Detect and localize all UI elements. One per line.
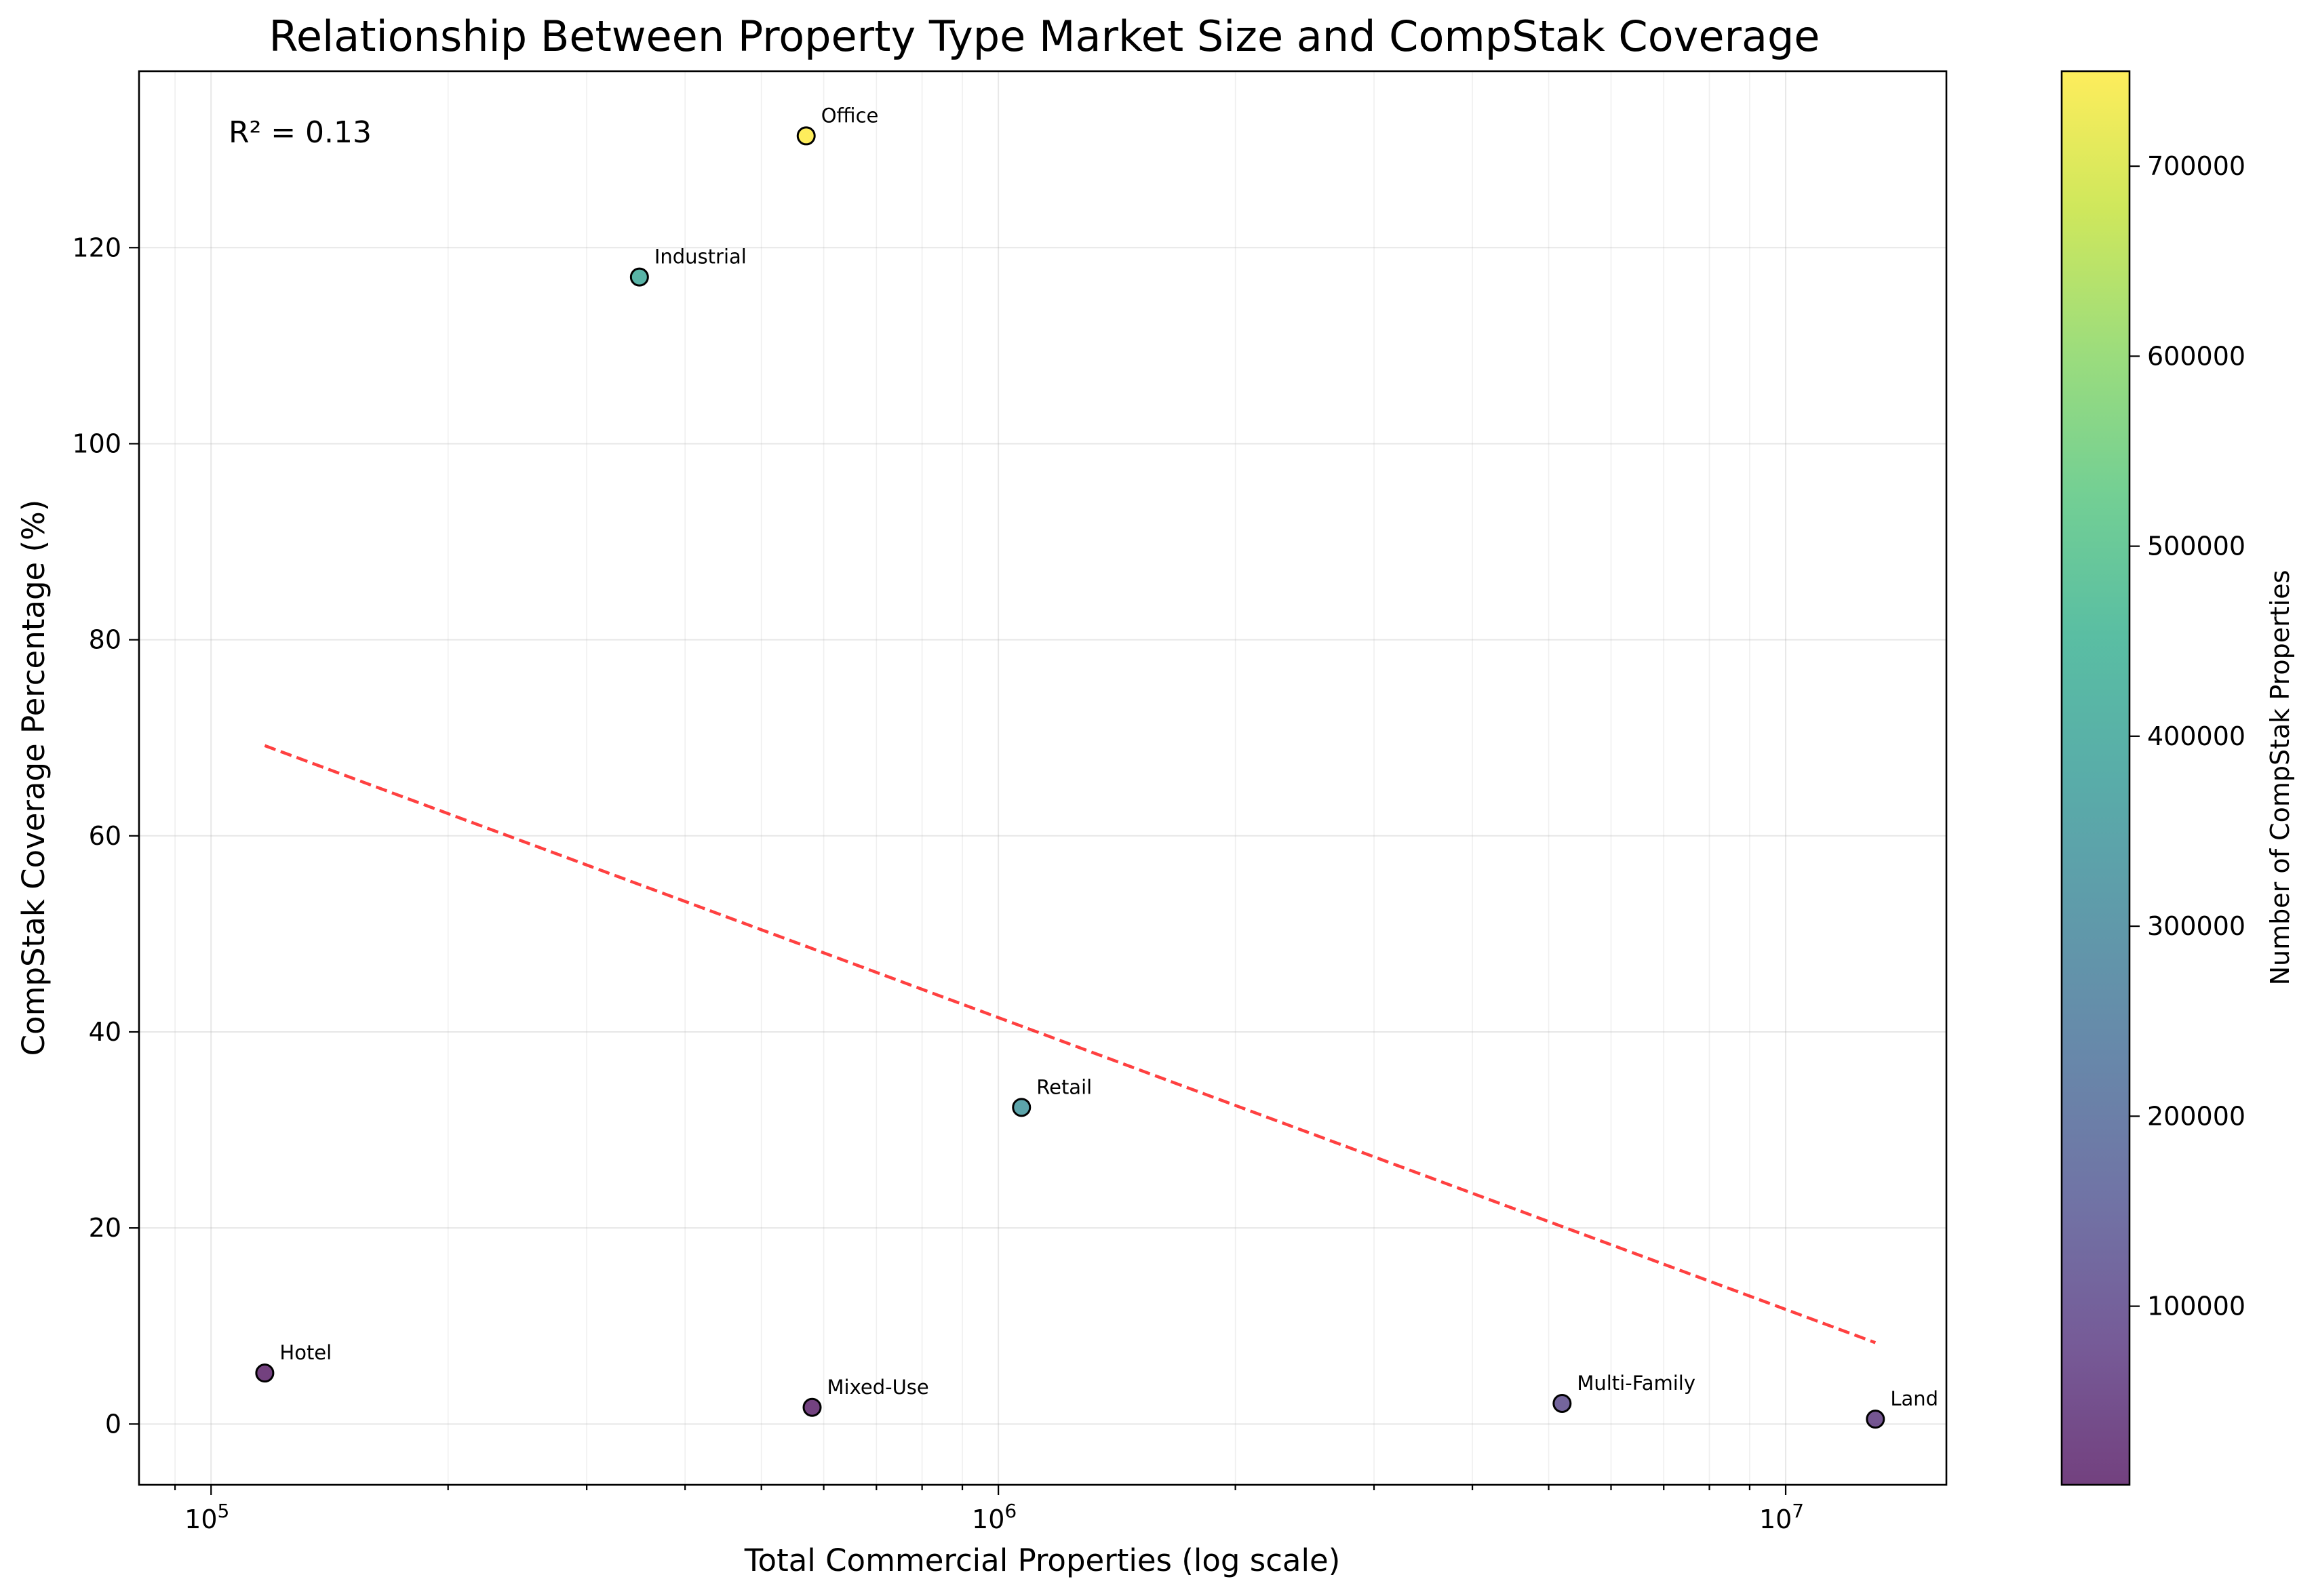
x-tick-label: 106 — [972, 1500, 1017, 1534]
colorbar-tick-label: 400000 — [2147, 721, 2245, 751]
colorbar-tick-label: 200000 — [2147, 1101, 2245, 1131]
colorbar-tick-label: 500000 — [2147, 532, 2245, 561]
grid-lines — [139, 71, 1946, 1485]
plot-frame — [138, 70, 1948, 1486]
trend-line — [264, 744, 1877, 1344]
y-tick-label: 40 — [89, 1017, 121, 1047]
y-tick-label: 20 — [89, 1213, 121, 1243]
colorbar-frame — [2060, 70, 2131, 1486]
point-label: Land — [1890, 1387, 1938, 1410]
point-label: Retail — [1036, 1075, 1092, 1098]
x-axis-ticks: 105 106 107 — [174, 1485, 1804, 1534]
data-point — [1012, 1098, 1032, 1117]
x-tick-exponent: 7 — [1792, 1500, 1804, 1522]
y-tick-label: 80 — [89, 625, 121, 655]
x-axis-label: Total Commercial Properties (log scale) — [744, 1542, 1341, 1578]
point-label: Office — [821, 104, 879, 127]
point-label: Hotel — [279, 1341, 332, 1364]
x-tick-exponent: 5 — [218, 1500, 230, 1522]
point-label: Multi-Family — [1577, 1372, 1695, 1395]
x-tick-exponent: 6 — [1004, 1500, 1017, 1522]
r-squared-annotation: R² = 0.13 — [229, 115, 372, 150]
data-point — [1552, 1393, 1572, 1413]
y-tick-label: 100 — [72, 428, 121, 458]
y-axis-label: CompStak Coverage Percentage (%) — [16, 500, 52, 1056]
data-point — [796, 126, 816, 146]
colorbar-ticks: 100000 200000 300000 400000 500000 600000 7000… — [2129, 151, 2245, 1321]
data-point — [1866, 1410, 1885, 1429]
y-tick-label: 0 — [105, 1409, 121, 1439]
y-axis-ticks: 0 20 40 60 80 100 120 — [72, 233, 139, 1439]
chart-title: Relationship Between Property Type Marke… — [269, 12, 1820, 61]
colorbar-tick-label: 600000 — [2147, 341, 2245, 371]
colorbar-label: Number of CompStak Properties — [2265, 570, 2295, 986]
colorbar: 100000 200000 300000 400000 500000 600000 7000… — [2060, 70, 2295, 1486]
y-tick-label: 60 — [89, 821, 121, 851]
y-tick-label: 120 — [72, 233, 121, 262]
colorbar-gradient — [2062, 71, 2129, 1485]
colorbar-tick-label: 100000 — [2147, 1292, 2245, 1321]
colorbar-tick-label: 300000 — [2147, 911, 2245, 941]
x-tick-label: 105 — [184, 1500, 229, 1534]
data-point — [802, 1397, 822, 1417]
data-point — [629, 267, 649, 287]
data-point — [255, 1363, 275, 1383]
data-points: Office Industrial Retail Hotel Mixed-Use Mult… — [255, 104, 1938, 1429]
point-label: Mixed-Use — [827, 1376, 929, 1399]
colorbar-tick-label: 700000 — [2147, 151, 2245, 181]
point-label: Industrial — [654, 245, 747, 268]
x-tick-label: 107 — [1759, 1500, 1804, 1534]
